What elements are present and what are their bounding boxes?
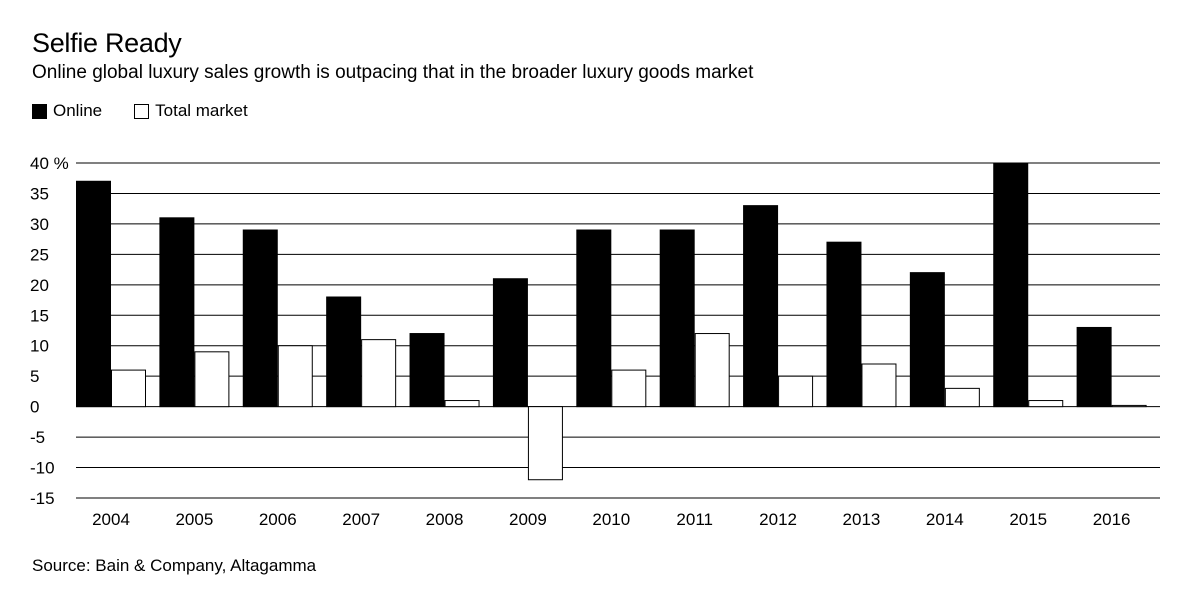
bar-total-market [694, 333, 730, 408]
x-tick-label: 2012 [759, 510, 797, 529]
x-tick-label: 2015 [1009, 510, 1047, 529]
y-tick-label: 0 [30, 398, 39, 417]
bar-total-market [861, 363, 897, 408]
y-tick-label: -15 [30, 489, 55, 508]
bar-online [993, 162, 1029, 408]
y-tick-label: -10 [30, 459, 55, 478]
bar-total-market [1028, 400, 1064, 408]
bar-online [159, 217, 195, 408]
bar-online [326, 296, 362, 408]
x-tick-label: 2007 [342, 510, 380, 529]
bar-total-market [444, 400, 480, 408]
bar-total-market [611, 369, 647, 408]
y-tick-label: 15 [30, 306, 49, 325]
legend-swatch-online [32, 103, 47, 119]
bar-total-market [944, 387, 980, 408]
x-tick-label: 2011 [676, 510, 713, 529]
x-tick-label: 2006 [259, 510, 297, 529]
legend-item-total-market: Total market [134, 101, 248, 121]
x-tick-label: 2009 [509, 510, 547, 529]
bar-total-market [111, 369, 146, 408]
chart-legend: Online Total market [32, 101, 280, 121]
bar-total-market [1111, 404, 1147, 408]
bar-online [826, 241, 862, 408]
source-note: Source: Bain & Company, Altagamma [32, 556, 317, 575]
legend-swatch-total-market [134, 103, 150, 119]
bar-online [659, 229, 695, 408]
bar-online [242, 229, 278, 408]
y-tick-label: 35 [30, 184, 49, 203]
bar-online [76, 180, 111, 408]
bar-total-market [361, 339, 397, 408]
legend-label-online: Online [53, 101, 103, 120]
bar-total-market [778, 375, 814, 408]
y-tick-label: 20 [30, 276, 49, 295]
x-tick-label: 2005 [175, 510, 213, 529]
bar-online [576, 229, 612, 408]
bar-total-market [527, 406, 563, 481]
y-tick-label: -5 [30, 428, 45, 447]
x-tick-label: 2008 [426, 510, 464, 529]
legend-item-online: Online [32, 101, 102, 121]
chart-title: Selfie Ready [32, 28, 182, 58]
y-tick-label: 5 [30, 367, 39, 386]
bar-online [409, 333, 445, 408]
legend-label-total-market: Total market [155, 101, 248, 120]
y-tick-label: 10 [30, 337, 49, 356]
x-tick-label: 2016 [1093, 510, 1131, 529]
bar-online [492, 278, 528, 408]
y-tick-label: 30 [30, 215, 49, 234]
y-tick-label: 40 % [30, 154, 69, 173]
x-tick-label: 2014 [926, 510, 964, 529]
x-tick-label: 2010 [592, 510, 630, 529]
bar-online [743, 205, 779, 408]
bar-total-market [194, 351, 230, 408]
bar-online [909, 272, 945, 408]
bar-total-market [277, 345, 313, 408]
y-tick-label: 25 [30, 245, 49, 264]
chart-subtitle: Online global luxury sales growth is out… [32, 62, 754, 83]
x-tick-label: 2004 [92, 510, 130, 529]
x-tick-label: 2013 [843, 510, 881, 529]
bar-online [1076, 326, 1112, 408]
